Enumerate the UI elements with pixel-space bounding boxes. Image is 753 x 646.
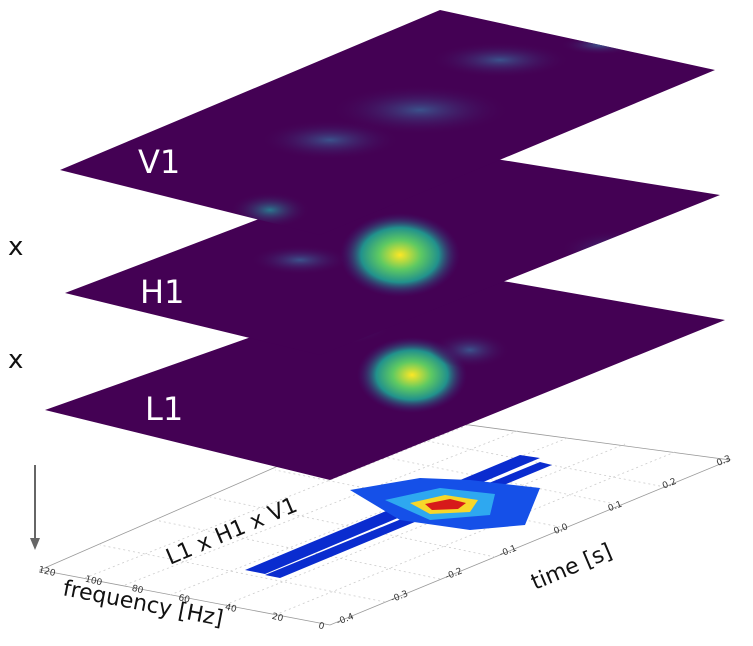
tick-label: 0 — [317, 621, 325, 632]
operator: x — [8, 232, 23, 262]
tick-label: 40 — [224, 603, 238, 616]
layer-label: L1 — [145, 390, 183, 428]
tick-label: 20 — [271, 612, 285, 625]
tick-label: 0.3 — [715, 454, 732, 469]
axis-label: time [s] — [528, 539, 616, 595]
layer-label: H1 — [140, 273, 184, 311]
figure: L1 H1 V1 x x L1 x H1 x V1 frequency [Hz]… — [0, 0, 753, 646]
arrow — [30, 465, 40, 550]
operator: x — [8, 345, 23, 375]
layer-label: V1 — [138, 143, 180, 181]
